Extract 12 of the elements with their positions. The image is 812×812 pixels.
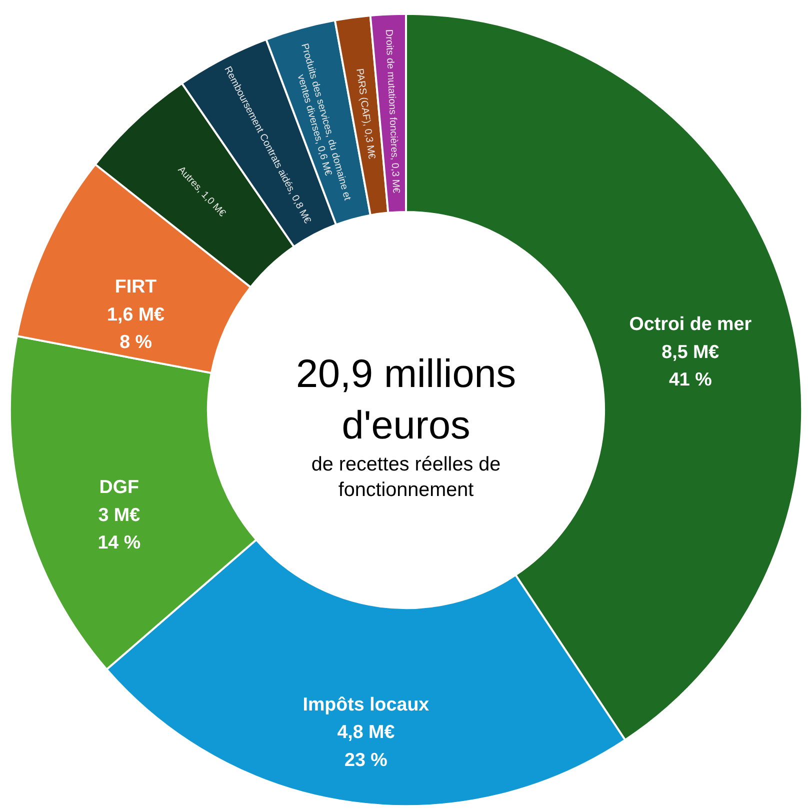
- slice-label: Droits de mutations foncières, 0,3 M€: [382, 29, 402, 194]
- data-label: 8,5 M€ 41 %: [662, 340, 720, 390]
- text: 20,9 millions d'euros: [296, 352, 516, 448]
- data-label: 1,6 M€ 8 %: [107, 303, 166, 352]
- data-label: 4,8 M€ 23 %: [337, 721, 396, 770]
- data-label: 3 M€ 14 %: [98, 504, 141, 553]
- slice-label: FIRT: [114, 276, 158, 297]
- slice-label: PARS (CAF), 0,3 M€: [354, 68, 377, 160]
- slice-label: DGF: [99, 476, 139, 498]
- slice-label: Impôts locaux: [302, 693, 430, 714]
- slice-label: Octroi de mer: [629, 313, 752, 334]
- text: de recettes réelles de fonctionnement: [311, 453, 501, 502]
